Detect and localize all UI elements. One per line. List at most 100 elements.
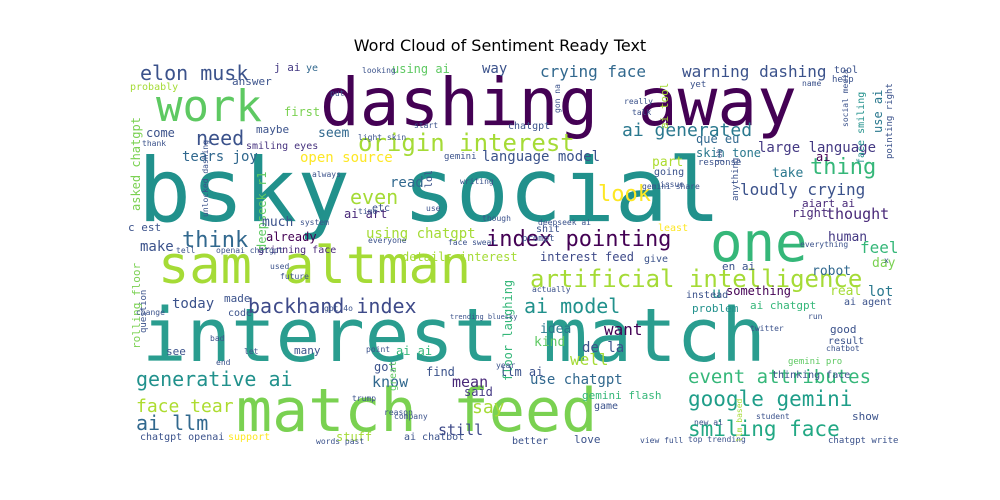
word-make: make — [140, 239, 174, 255]
word-many: many — [294, 344, 321, 357]
word-show: show — [852, 410, 879, 423]
word-company: company — [394, 412, 428, 421]
word-large-language: large language — [758, 140, 876, 156]
word-use-ai: use ai — [871, 90, 885, 133]
word-yet: yet — [690, 80, 706, 90]
word-llm-ai: llm ai — [500, 365, 543, 379]
word-ai-chatbot: ai chatbot — [404, 432, 464, 443]
word-made: made — [224, 292, 251, 305]
word-trending-bluesky: trending bluesky — [450, 313, 517, 321]
word-chatgpt-openai: chatgpt openai — [140, 432, 224, 443]
word-still: still — [438, 421, 483, 439]
word-much: much — [262, 215, 293, 230]
word-elon-musk: elon musk — [140, 61, 248, 85]
word-pointing-right: pointing right — [885, 83, 895, 159]
word-seem: seem — [318, 126, 349, 141]
word-asked-chatgpt: asked chatgpt — [129, 117, 143, 211]
word-ai-generated: ai generated — [622, 120, 752, 141]
word-end: end — [216, 358, 231, 367]
word-feel: feel — [860, 238, 899, 257]
word-bad: bad — [210, 334, 225, 343]
word-day: day — [872, 256, 896, 271]
word-event-attributes: event attributes — [688, 366, 871, 388]
word-view-full: view full — [640, 436, 684, 445]
word-gemini-pro: gemini pro — [788, 357, 842, 367]
word-everything: everything — [800, 240, 848, 249]
word-warning-dashing: warning dashing — [682, 62, 827, 81]
word-talk: talk — [632, 108, 651, 117]
word-ai-model: ai model — [524, 294, 620, 318]
word-sam-altman: sam altman — [158, 236, 471, 296]
word-one: one — [710, 211, 808, 274]
word-chatgpt-write: chatgpt write — [828, 436, 898, 446]
word-rolling-floor: rolling floor — [130, 263, 143, 349]
word-anything: anything — [731, 158, 741, 201]
word-shit: shit — [536, 224, 560, 235]
word-grinning-face: grinning face — [258, 245, 336, 256]
word-reason: reason — [384, 408, 413, 417]
word-job: job — [715, 148, 724, 163]
word-future: future — [280, 272, 309, 281]
word-smiling-face: smiling face — [688, 417, 840, 441]
word-response: response — [698, 158, 741, 168]
word-smiling-eyes: smiling eyes — [246, 141, 318, 152]
word-de-la: de la — [582, 340, 624, 356]
word-dashing-away: dashing away — [320, 64, 797, 141]
word-en-ai: en ai — [722, 260, 755, 273]
word-good: good — [830, 323, 857, 336]
word-match-feed: match feed — [236, 376, 597, 446]
word-ai: ai — [816, 150, 830, 164]
word-give: give — [644, 254, 668, 265]
word-human: human — [828, 230, 867, 245]
word-right: right — [792, 206, 828, 220]
word-point: point — [366, 345, 390, 354]
word-say: say — [472, 397, 505, 418]
word-maybe: maybe — [256, 123, 289, 136]
word-question: question — [139, 290, 149, 333]
word-etc: etc — [372, 203, 390, 214]
word-change: change — [136, 308, 165, 317]
word-come: come — [146, 126, 175, 140]
word-gpt-4o: gpt 4o — [324, 304, 353, 313]
word-work: work — [156, 81, 262, 132]
word-actually: actually — [532, 285, 571, 294]
word-instead: instead — [686, 290, 728, 301]
word-already: already — [266, 230, 317, 244]
word-que-eu: que eu — [696, 132, 739, 146]
word-find: find — [426, 365, 455, 379]
word-tell: tell — [176, 246, 195, 255]
word-floor-laughing: floor laughing — [501, 280, 515, 381]
chart-title: Word Cloud of Sentiment Ready Text — [353, 36, 647, 55]
word-google-gemini: google gemini — [688, 387, 852, 411]
word-ai-llm: ai llm — [136, 411, 208, 435]
word-top-trending: top trending — [688, 435, 746, 444]
word-use: use — [426, 204, 441, 213]
word-though: though — [482, 214, 511, 223]
word-first: first — [284, 105, 320, 119]
word-think: think — [182, 228, 248, 253]
word-deepseek-r1: deepseek r1 — [255, 172, 269, 251]
word-mean: mean — [452, 373, 488, 391]
word-got: got — [374, 360, 396, 374]
word-probably: probably — [130, 82, 178, 93]
word-gemini-share: gemini share — [642, 182, 700, 191]
word-x: x — [884, 256, 889, 265]
word-said: said — [464, 385, 493, 399]
word-name: name — [802, 79, 821, 88]
word-thank: thank — [142, 139, 166, 148]
word-run: run — [808, 312, 823, 321]
word-issue: issue — [660, 180, 684, 189]
word-trump: trump — [352, 394, 376, 403]
word-generative-ai: generative ai — [136, 367, 293, 391]
word-everyone: everyone — [368, 236, 407, 245]
word-always: always — [312, 170, 341, 179]
word-face-smiling: face smiling — [856, 92, 867, 164]
word-used: used — [270, 262, 289, 271]
word-read: read — [390, 175, 424, 191]
word-light-skin: light skin — [358, 133, 406, 142]
word-today: today — [172, 296, 214, 312]
word-chatgpt: chatgpt — [508, 121, 550, 132]
word-take: take — [772, 166, 803, 181]
word-bsky-social: bsky social — [138, 139, 721, 242]
